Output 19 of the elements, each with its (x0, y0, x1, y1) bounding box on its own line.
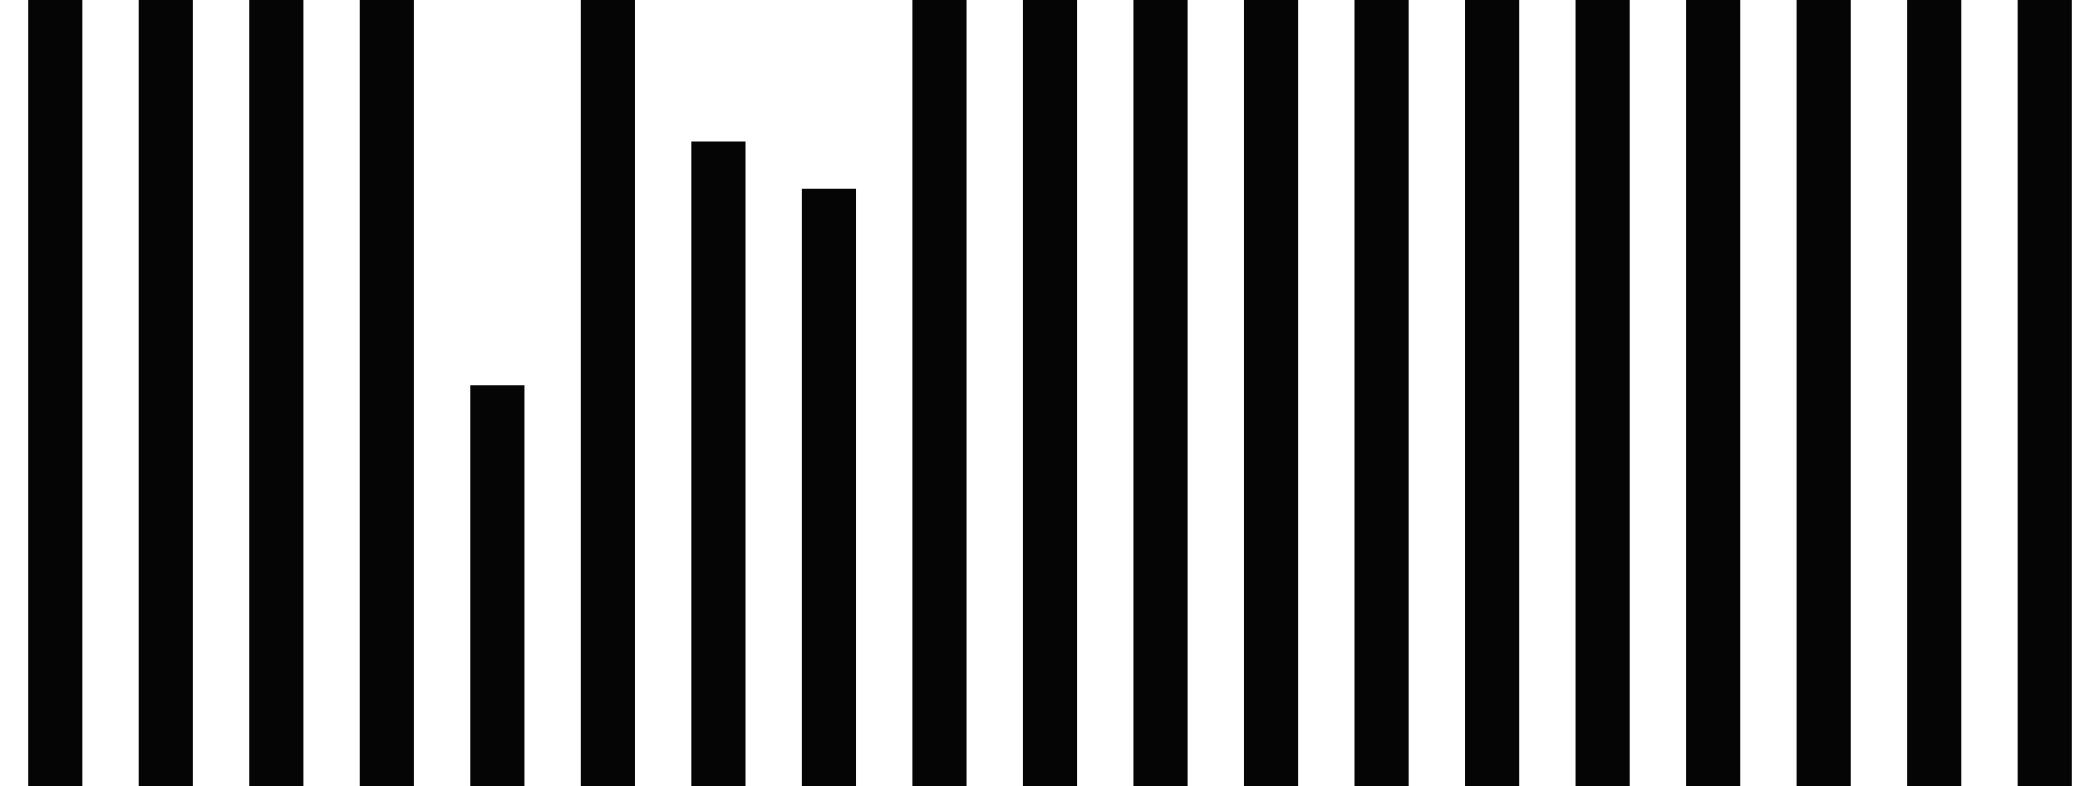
bar (801, 188, 857, 786)
bar (2017, 0, 2072, 786)
bar (1575, 0, 1630, 786)
bar (1907, 0, 1962, 786)
bar (1354, 0, 1409, 786)
bar (691, 141, 746, 786)
bar (1686, 0, 1741, 786)
bar (1465, 0, 1520, 786)
bar (138, 0, 193, 786)
bar (1243, 0, 1299, 786)
bar (249, 0, 304, 786)
bar (1022, 0, 1078, 786)
bar (359, 0, 414, 786)
bar (470, 385, 525, 786)
bar (912, 0, 967, 786)
bar (1133, 0, 1188, 786)
bar (1796, 0, 1851, 786)
bar (580, 0, 635, 786)
bar (28, 0, 83, 786)
